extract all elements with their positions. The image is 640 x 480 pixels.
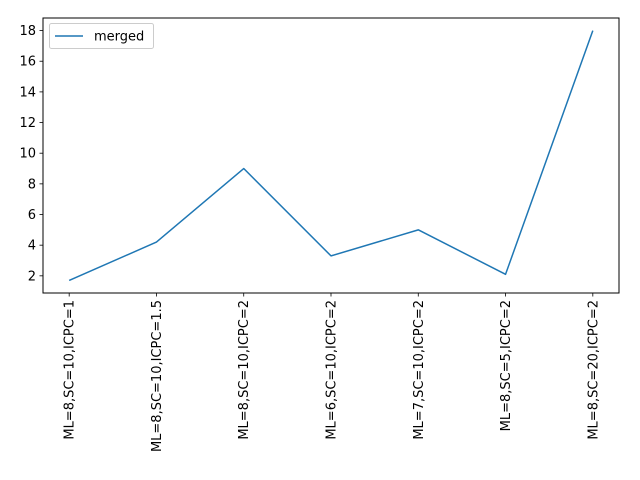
- y-tick-label: 14: [19, 85, 36, 100]
- y-tick-label: 10: [19, 147, 36, 162]
- y-tick-label: 8: [28, 177, 36, 192]
- series-layer: [68, 30, 594, 282]
- y-axis: 2 4 6 8 10 12 14 16 18: [19, 24, 43, 284]
- y-tick-label: 6: [28, 208, 36, 223]
- y-tick-label: 2: [28, 269, 36, 284]
- x-tick-label: ML=8,SC=10,ICPC=1.5: [150, 300, 165, 452]
- x-tick-label: ML=8,SC=10,ICPC=2: [237, 300, 252, 440]
- plot-area: [43, 18, 619, 293]
- x-tick-label: ML=7,SC=10,ICPC=2: [412, 300, 427, 440]
- x-tick-label: ML=6,SC=10,ICPC=2: [325, 300, 340, 440]
- legend-box: [49, 23, 154, 49]
- x-tick-label: ML=8,SC=5,ICPC=2: [499, 300, 514, 431]
- legend-label: merged: [94, 30, 144, 45]
- y-tick-label: 4: [28, 239, 36, 254]
- legend: merged: [49, 23, 154, 49]
- y-tick-label: 18: [19, 24, 36, 39]
- y-tick-label: 12: [19, 116, 36, 131]
- x-tick-label: ML=8,SC=10,ICPC=1: [63, 300, 78, 440]
- y-tick-label: 16: [19, 55, 36, 70]
- x-axis: ML=8,SC=10,ICPC=1 ML=8,SC=10,ICPC=1.5 ML=8…: [63, 293, 601, 452]
- x-tick-label: ML=8,SC=20,ICPC=2: [586, 300, 601, 440]
